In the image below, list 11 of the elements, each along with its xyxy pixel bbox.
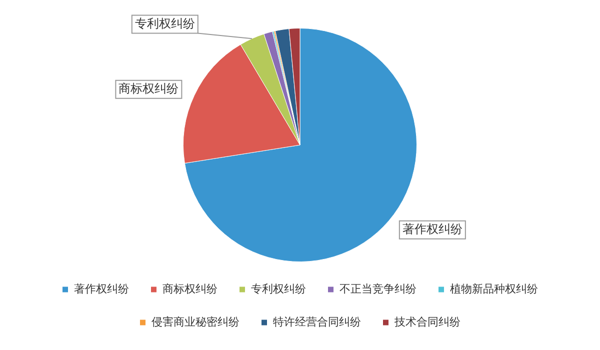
legend-label: 技术合同纠纷 (393, 315, 460, 328)
legend-label: 商标权纠纷 (162, 282, 218, 296)
legend-label: 特许经营合同纠纷 (272, 315, 361, 328)
legend-label: 专利权纠纷 (250, 282, 306, 296)
legend-label: 著作权纠纷 (74, 282, 129, 296)
legend-label: 不正当竞争纠纷 (339, 282, 416, 296)
data-label: 商标权纠纷 (118, 81, 179, 96)
legend-label: 侵害商业秘密纠纷 (151, 315, 240, 328)
data-label: 专利权纠纷 (134, 16, 195, 30)
data-label: 著作权纠纷 (402, 222, 462, 236)
legend-label: 植物新品种权纠纷 (450, 282, 538, 296)
